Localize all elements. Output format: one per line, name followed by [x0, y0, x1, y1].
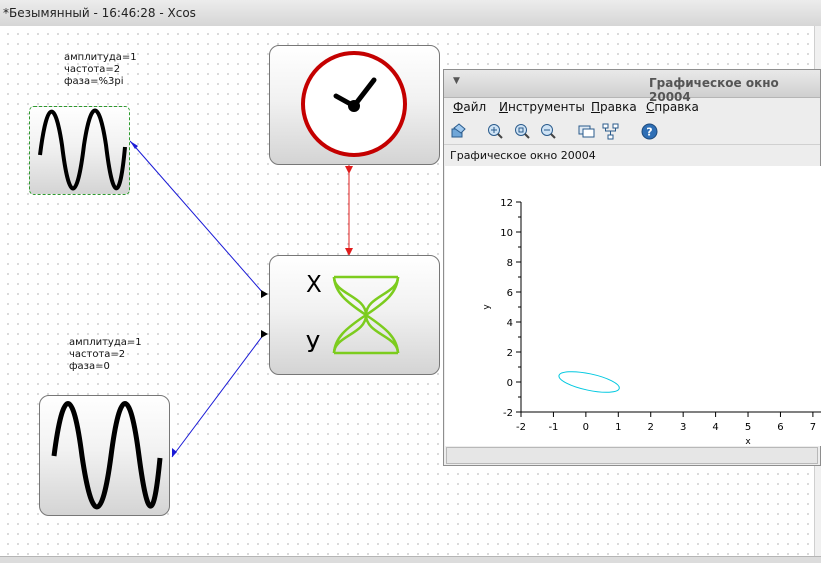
- plot-area[interactable]: -2 0 2 4 6 8 10 12 -2 -1 0 1 2 3 4 5 6 7 y x: [445, 166, 821, 447]
- window-menu-icon[interactable]: ▼: [453, 76, 460, 86]
- toolbar: ?: [444, 118, 820, 145]
- y-tick-label: 4: [507, 318, 513, 329]
- menu-tools[interactable]: Инструменты: [499, 100, 585, 114]
- x-tick-label: 7: [810, 422, 816, 433]
- sine1-params: амплитуда=1 частота=2 фаза=%3pi: [64, 52, 137, 87]
- x-tick-label: 4: [712, 422, 718, 433]
- y-tick-label: 6: [507, 288, 513, 299]
- window-title: *Безымянный - 16:46:28 - Xcos: [3, 6, 196, 20]
- menu-file[interactable]: Файл: [453, 100, 487, 114]
- link-arrow: [130, 141, 138, 149]
- help-icon[interactable]: ?: [641, 123, 658, 140]
- graphic-window-titlebar[interactable]: ▼ Графическое окно 20004: [444, 70, 820, 104]
- sine-block-2[interactable]: [39, 395, 170, 516]
- scope-y-label: У: [306, 332, 321, 358]
- tree-icon[interactable]: [602, 123, 619, 140]
- x-tick-label: 3: [680, 422, 686, 433]
- y-tick-label: 12: [500, 198, 513, 209]
- y-tick-label: -2: [503, 408, 513, 419]
- scope-input-port-y[interactable]: [261, 330, 268, 338]
- link-arrow: [172, 448, 177, 457]
- clock-block[interactable]: [269, 45, 440, 165]
- sine2-params: амплитуда=1 частота=2 фаза=0: [69, 337, 142, 372]
- x-axis-label: x: [745, 437, 751, 446]
- sine-wave-icon: [38, 108, 127, 191]
- scope-input-port-x[interactable]: [261, 290, 268, 298]
- zoom-fit-icon[interactable]: [540, 123, 557, 140]
- menu-edit[interactable]: Правка: [591, 100, 637, 114]
- link-sine1-to-scope[interactable]: [129, 140, 265, 295]
- sine-block-1[interactable]: [29, 106, 130, 195]
- y-tick-label: 0: [507, 378, 513, 389]
- event-arrow: [345, 248, 353, 256]
- graphic-window-title: Графическое окно 20004: [649, 76, 779, 104]
- lissajous-curve: [558, 371, 620, 393]
- zoom-in-icon[interactable]: [487, 123, 504, 140]
- scope-block[interactable]: X У: [269, 255, 440, 375]
- y-tick-label: 8: [507, 258, 513, 269]
- link-scope-to-sine2[interactable]: [171, 333, 265, 458]
- horizontal-scrollbar[interactable]: [0, 556, 821, 563]
- lissajous-icon: [332, 275, 400, 355]
- clock-icon: [301, 51, 407, 157]
- y-tick-label: 2: [507, 348, 513, 359]
- zoom-area-icon[interactable]: [514, 123, 531, 140]
- y-axis-label: y: [482, 304, 492, 310]
- rotate-icon[interactable]: [450, 123, 467, 140]
- x-tick-label: 6: [777, 422, 783, 433]
- x-tick-label: 1: [615, 422, 621, 433]
- datatip-icon[interactable]: [578, 123, 595, 140]
- x-tick-label: -1: [548, 422, 558, 433]
- x-tick-label: 5: [745, 422, 751, 433]
- figure-label: Графическое окно 20004: [450, 149, 596, 162]
- figure-label-bar: Графическое окно 20004: [444, 145, 820, 166]
- status-bar: [446, 447, 818, 464]
- svg-text:?: ?: [646, 126, 652, 139]
- sine-wave-icon: [51, 401, 163, 510]
- x-tick-label: 0: [583, 422, 589, 433]
- y-tick-label: 10: [500, 228, 513, 239]
- x-tick-label: 2: [648, 422, 654, 433]
- event-arrow: [345, 166, 353, 174]
- scope-x-label: X: [306, 272, 322, 298]
- graphic-window[interactable]: ▼ Графическое окно 20004 Файл Инструмент…: [443, 69, 821, 466]
- menu-bar: Файл Инструменты Правка Справка: [444, 97, 820, 118]
- x-tick-label: -2: [516, 422, 526, 433]
- menu-help[interactable]: Справка: [646, 100, 699, 114]
